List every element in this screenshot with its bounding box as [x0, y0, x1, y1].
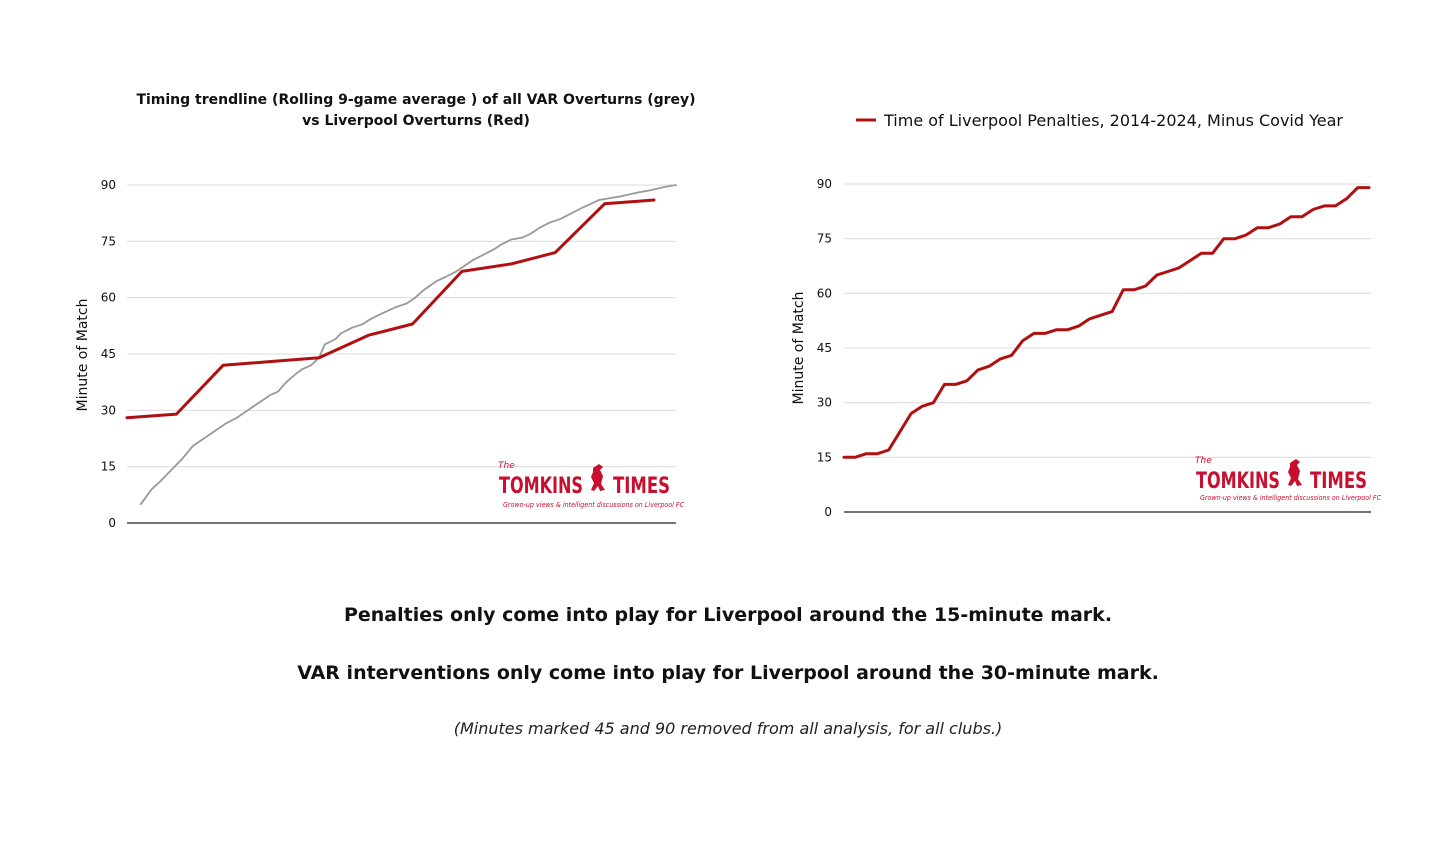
liverbird-icon — [591, 464, 605, 491]
left-brand-name-right: TIMES — [613, 474, 670, 499]
right-brand-tagline: Grown-up views & intelligent discussions… — [1200, 494, 1381, 502]
left-gridlines — [127, 184, 676, 468]
left-series-line-0 — [139, 184, 677, 506]
right-y-tick-label: 75 — [817, 232, 832, 246]
right-brand-name-right: TIMES — [1310, 469, 1367, 494]
caption-var: VAR interventions only come into play fo… — [297, 662, 1159, 684]
left-brand-logo: The TOMKINS TIMES Grown-up views & intel… — [498, 461, 684, 509]
left-title-line-1: Timing trendline (Rolling 9-game average… — [136, 92, 695, 108]
left-y-tick-label: 30 — [101, 403, 116, 417]
right-y-axis-label: Minute of Match — [791, 292, 807, 405]
caption-note: (Minutes marked 45 and 90 removed from a… — [453, 719, 1003, 738]
right-gridlines — [844, 183, 1371, 458]
left-y-tick-label: 60 — [101, 291, 116, 305]
left-y-tick-label: 75 — [101, 234, 116, 248]
left-y-tick-label: 0 — [108, 516, 116, 530]
right-brand-logo: The TOMKINS TIMES Grown-up views & intel… — [1195, 456, 1381, 502]
right-y-tick-label: 30 — [817, 396, 832, 410]
left-y-tick-labels: 0 15 30 45 60 75 90 — [101, 178, 116, 530]
left-chart: Timing trendline (Rolling 9-game average… — [75, 92, 696, 530]
left-y-tick-label: 15 — [101, 460, 116, 474]
liverbird-icon — [1288, 459, 1302, 486]
right-brand-name-left: TOMKINS — [1196, 469, 1280, 494]
left-series-line-1 — [125, 198, 656, 420]
caption-penalties: Penalties only come into play for Liverp… — [343, 604, 1113, 626]
left-y-tick-label: 45 — [101, 347, 116, 361]
right-series-line-0 — [842, 186, 1371, 459]
right-series-group — [842, 186, 1371, 459]
right-brand-the: The — [1195, 456, 1212, 466]
right-y-tick-label: 45 — [817, 341, 832, 355]
left-brand-name-left: TOMKINS — [499, 474, 583, 499]
left-brand-tagline: Grown-up views & intelligent discussions… — [503, 501, 684, 509]
left-y-axis-label: Minute of Match — [75, 299, 91, 412]
right-chart: Time of Liverpool Penalties, 2014-2024, … — [791, 111, 1381, 519]
left-brand-the: The — [498, 461, 515, 471]
right-legend: Time of Liverpool Penalties, 2014-2024, … — [856, 111, 1343, 130]
right-y-tick-labels: 0 15 30 45 60 75 90 — [817, 177, 832, 519]
right-y-tick-label: 0 — [824, 505, 832, 519]
right-y-tick-label: 15 — [817, 450, 832, 464]
left-y-tick-label: 90 — [101, 178, 116, 192]
left-title: Timing trendline (Rolling 9-game average… — [136, 92, 695, 129]
right-y-tick-label: 60 — [817, 286, 832, 300]
left-title-line-2: vs Liverpool Overturns (Red) — [302, 113, 530, 129]
left-series-group — [125, 184, 677, 506]
right-legend-label: Time of Liverpool Penalties, 2014-2024, … — [883, 111, 1343, 130]
right-y-tick-label: 90 — [817, 177, 832, 191]
